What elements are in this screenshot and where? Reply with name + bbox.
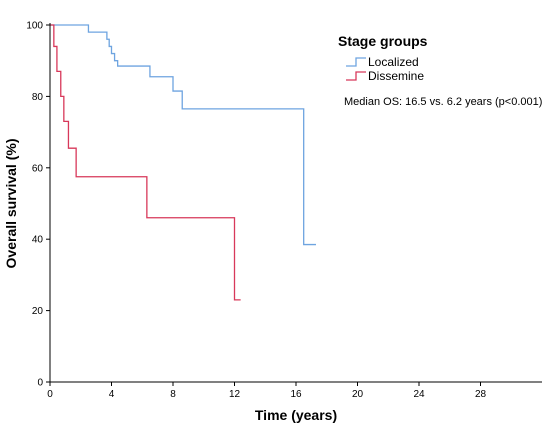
plot-area	[50, 24, 316, 301]
axes: 0 4 8 12 16 20 24 28 0 20 40 60 80 100	[26, 21, 542, 400]
x-tick-label: 8	[170, 389, 176, 400]
y-tick-label: 80	[32, 92, 44, 103]
legend-swatch-localized	[346, 57, 366, 67]
y-tick-label: 60	[32, 163, 44, 174]
x-tick-label: 28	[475, 389, 487, 400]
x-tick-label: 20	[352, 389, 364, 400]
y-tick-label: 40	[32, 235, 44, 246]
x-tick-label: 24	[413, 389, 425, 400]
x-tick-label: 16	[290, 389, 302, 400]
y-tick-label: 0	[37, 378, 43, 389]
y-tick-label: 100	[26, 21, 43, 32]
legend-swatch-dissemine	[346, 71, 366, 81]
legend-title: Stage groups	[338, 33, 428, 49]
median-os-annotation: Median OS: 16.5 vs. 6.2 years (p<0.001)	[344, 96, 542, 108]
series-line-dissemine	[50, 24, 241, 301]
series-line-localized	[50, 24, 316, 246]
legend-label-dissemine: Dissemine	[368, 69, 424, 83]
x-tick-label: 4	[109, 389, 115, 400]
y-tick-label: 20	[32, 306, 44, 317]
legend-label-localized: Localized	[368, 55, 419, 69]
x-tick-label: 12	[229, 389, 241, 400]
x-tick-label: 0	[47, 389, 53, 400]
x-axis-title: Time (years)	[255, 407, 337, 423]
y-axis-title: Overall survival (%)	[3, 139, 19, 269]
